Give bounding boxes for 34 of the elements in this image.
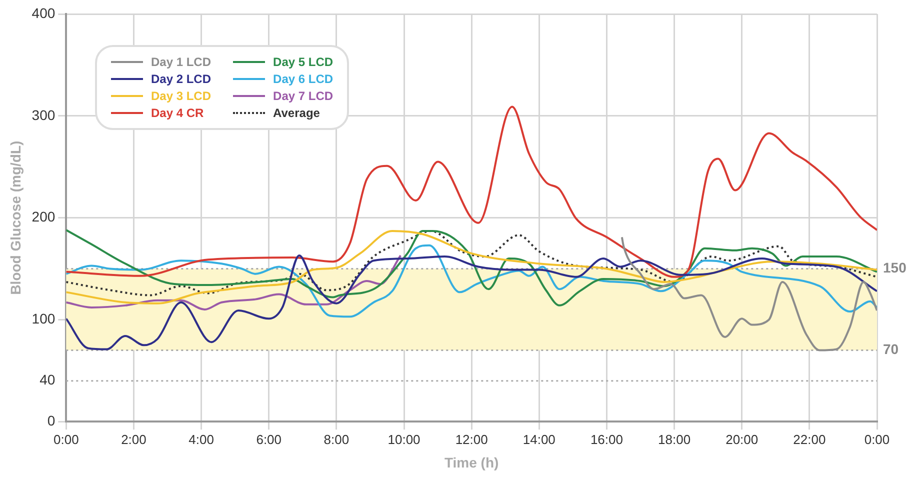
x-axis-title: Time (h): [444, 454, 499, 470]
x-tick-label: 10:00: [388, 432, 420, 447]
legend-label: Average: [273, 106, 320, 120]
x-tick-label: 14:00: [522, 432, 556, 447]
line-series: [66, 254, 402, 311]
y-tick-label: 0: [47, 412, 56, 428]
line-series: [66, 244, 877, 318]
y-tick-label: 100: [32, 310, 56, 327]
legend-label: Day 1 LCD: [151, 55, 212, 69]
x-tick-label: 2:00: [121, 432, 146, 447]
x-tick-label: 6:00: [256, 432, 282, 447]
y-tick-label: 40: [40, 372, 56, 388]
y-tick-label: 300: [32, 106, 56, 123]
legend-label: Day 6 LCD: [273, 72, 334, 86]
x-tick-label: 20:00: [726, 432, 758, 447]
x-tick-label: 18:00: [658, 432, 691, 447]
legend-label: Day 5 LCD: [273, 55, 334, 69]
x-tick-label: 8:00: [324, 432, 350, 447]
ref-line-label: 150: [883, 260, 907, 276]
x-tick-label: 12:00: [455, 432, 488, 447]
line-series: [620, 236, 877, 352]
x-tick-label: 0:00: [54, 432, 79, 447]
legend-label: Day 7 LCD: [273, 89, 334, 103]
x-tick-label: 0:00: [864, 432, 890, 447]
y-axis-title: Blood Glucose (mg/dL): [7, 140, 24, 295]
legend-label: Day 3 LCD: [151, 89, 212, 103]
ref-line-label: 70: [883, 341, 899, 358]
y-tick-label: 200: [32, 208, 56, 225]
legend-label: Day 2 LCD: [151, 72, 212, 86]
x-tick-label: 22:00: [793, 432, 826, 447]
x-tick-label: 4:00: [188, 432, 214, 447]
legend-label: Day 4 CR: [151, 106, 204, 120]
x-tick-label: 16:00: [590, 432, 623, 447]
y-tick-label: 400: [32, 4, 56, 21]
